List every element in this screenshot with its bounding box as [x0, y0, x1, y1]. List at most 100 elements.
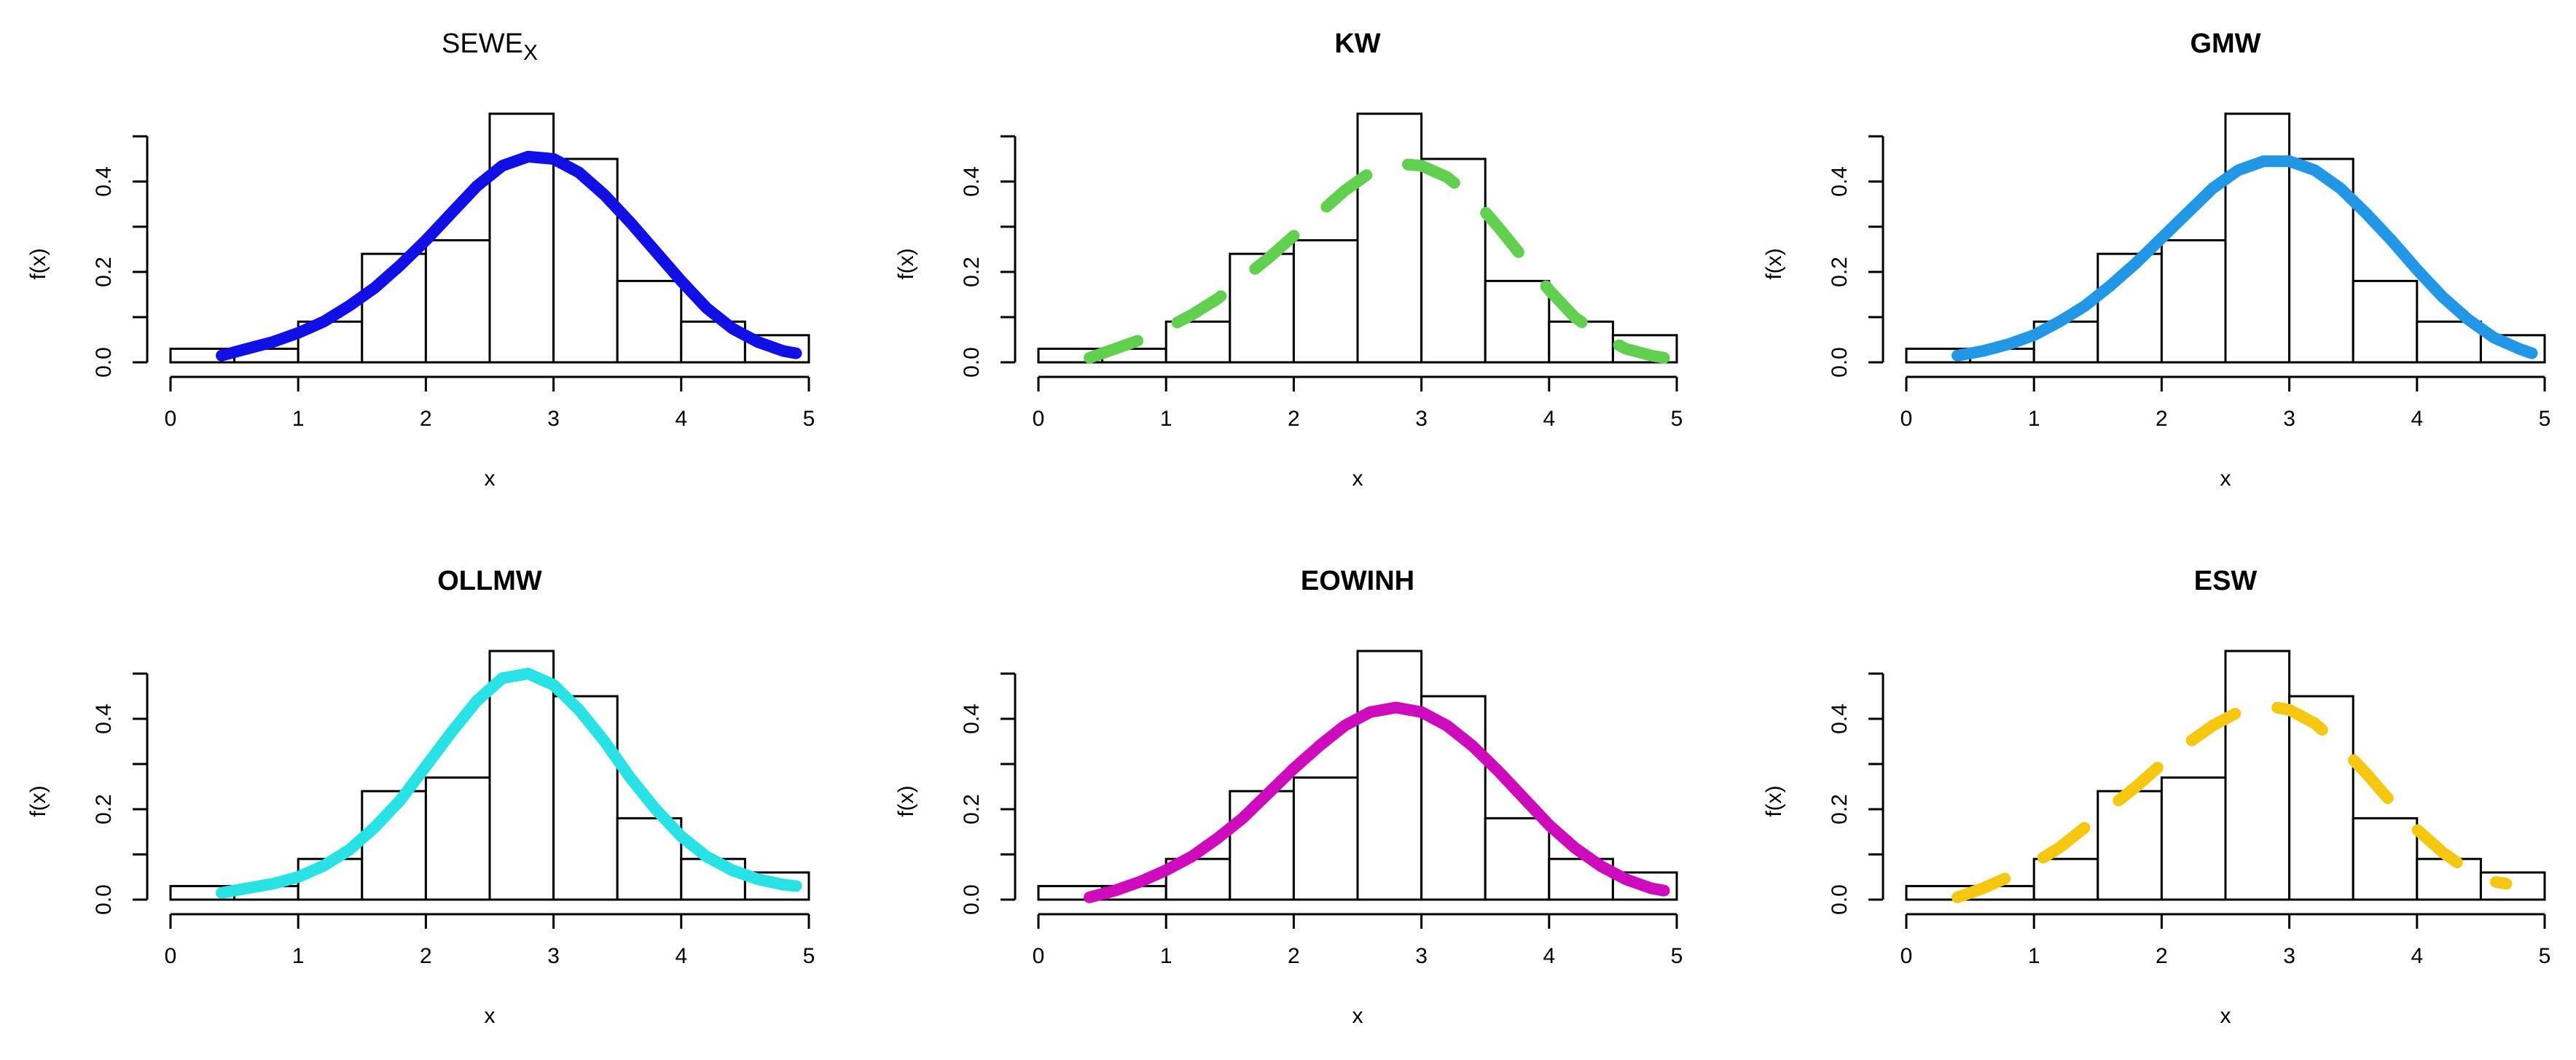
- histogram-bar: [2160, 239, 2227, 364]
- x-tick-label: 1: [2028, 407, 2040, 431]
- x-tick-label: 4: [2411, 407, 2423, 431]
- y-tick-label: 0.0: [960, 347, 984, 378]
- x-tick-label: 2: [2156, 944, 2168, 968]
- x-axis: 0 1 2 3 4 5 x: [1033, 913, 1683, 1028]
- y-tick-label: 0.2: [92, 257, 116, 287]
- x-axis-label: x: [1352, 1004, 1363, 1028]
- panel-6: ESW 0 1 2 3 4 5 x 0.0 0.2 0.4 f(x): [1762, 566, 2550, 1028]
- y-axis-label: f(x): [1762, 785, 1786, 817]
- density-curve-eowinh: [1084, 701, 1670, 903]
- histogram-bar: [1484, 817, 1551, 901]
- x-axis-label: x: [2220, 467, 2231, 491]
- x-tick-label: 3: [547, 407, 560, 431]
- panel-title: ESW: [2194, 566, 2258, 596]
- histogram-bar: [488, 650, 555, 901]
- x-tick-label: 5: [2539, 407, 2551, 431]
- histogram-bar: [424, 776, 491, 901]
- histogram-bar: [616, 279, 683, 364]
- panel-title: SEWEX: [442, 28, 538, 65]
- histogram-bar: [2224, 650, 2291, 901]
- x-axis: 0 1 2 3 4 5 x: [165, 375, 815, 491]
- histogram-bar: [2032, 857, 2099, 901]
- x-tick-label: 1: [292, 944, 305, 968]
- panel-title-main: SEWE: [442, 28, 523, 59]
- y-tick-label: 0.2: [960, 794, 984, 825]
- panel-title-main: GMW: [2190, 28, 2260, 59]
- panel-title: EOWINH: [1301, 566, 1414, 596]
- y-tick-label: 0.2: [1828, 794, 1852, 825]
- panel-5: EOWINH 0 1 2 3 4 5 x 0.0 0.2 0.4 f(x): [894, 566, 1683, 1028]
- y-tick-label: 0.2: [1828, 257, 1852, 287]
- histogram-bar: [2352, 279, 2419, 364]
- x-axis-label: x: [1352, 467, 1363, 491]
- histogram-bar: [2352, 817, 2419, 901]
- x-axis-label: x: [485, 1004, 496, 1028]
- y-tick-label: 0.2: [960, 257, 984, 287]
- panel-title: GMW: [2190, 28, 2260, 59]
- y-axis: 0.0 0.2 0.4 f(x): [1762, 135, 1884, 378]
- panel-title-main: KW: [1334, 28, 1380, 59]
- panel-title-subscript: X: [523, 41, 538, 65]
- histogram-bar: [1292, 776, 1359, 901]
- histogram-bar: [1356, 650, 1423, 901]
- x-tick-label: 1: [2028, 944, 2040, 968]
- y-axis: 0.0 0.2 0.4 f(x): [894, 135, 1017, 378]
- histogram-bar: [488, 112, 555, 364]
- x-tick-label: 4: [1543, 944, 1555, 968]
- histogram-bar: [1420, 157, 1487, 364]
- y-tick-label: 0.0: [92, 884, 116, 915]
- histogram-bar: [2416, 857, 2482, 901]
- density-curve-esw: [1951, 699, 2513, 903]
- histogram-bar: [1292, 239, 1359, 364]
- x-tick-label: 4: [675, 407, 687, 431]
- x-tick-label: 3: [1415, 407, 1428, 431]
- y-tick-label: 0.4: [92, 166, 116, 197]
- x-axis: 0 1 2 3 4 5 x: [1900, 375, 2551, 491]
- density-curve-kw: [1084, 157, 1670, 364]
- x-tick-label: 0: [165, 944, 177, 968]
- x-tick-label: 2: [420, 944, 432, 968]
- y-axis: 0.0 0.2 0.4 f(x): [26, 135, 149, 378]
- y-tick-label: 0.4: [1828, 166, 1852, 197]
- x-tick-label: 5: [2539, 944, 2551, 968]
- density-curve-ollmw: [216, 668, 802, 899]
- y-axis-label: f(x): [894, 248, 918, 279]
- panel-title-main: OLLMW: [437, 566, 542, 596]
- panel-title: OLLMW: [437, 566, 542, 596]
- x-tick-label: 1: [1160, 407, 1172, 431]
- x-tick-label: 2: [1288, 407, 1300, 431]
- panel-3: GMW 0 1 2 3 4 5 x 0.0 0.2 0.4 f(x): [1762, 28, 2550, 491]
- x-tick-label: 0: [1033, 407, 1045, 431]
- x-tick-label: 5: [1671, 944, 1683, 968]
- panel-title-main: EOWINH: [1301, 566, 1414, 596]
- x-axis: 0 1 2 3 4 5 x: [1900, 913, 2551, 1028]
- x-axis: 0 1 2 3 4 5 x: [1033, 375, 1683, 491]
- histogram-bar: [1356, 112, 1423, 364]
- y-tick-label: 0.0: [92, 347, 116, 378]
- histogram-bar: [552, 695, 619, 901]
- panel-title: KW: [1334, 28, 1380, 59]
- y-axis-label: f(x): [26, 785, 50, 817]
- x-tick-label: 4: [675, 944, 687, 968]
- y-tick-label: 0.4: [1828, 704, 1852, 734]
- x-tick-label: 0: [1900, 944, 1913, 968]
- panel-2: KW 0 1 2 3 4 5 x 0.0 0.2 0.4 f(x): [894, 28, 1683, 491]
- y-tick-label: 0.0: [960, 884, 984, 915]
- panel-4: OLLMW 0 1 2 3 4 5 x 0.0 0.2 0.4 f(x): [26, 566, 815, 1028]
- y-tick-label: 0.0: [1828, 884, 1852, 915]
- x-tick-label: 2: [2156, 407, 2168, 431]
- y-tick-label: 0.4: [960, 704, 984, 734]
- panel-title-main: ESW: [2194, 566, 2258, 596]
- x-tick-label: 3: [2283, 407, 2295, 431]
- histogram-bar: [424, 239, 491, 364]
- density-curve-sewe-x: [216, 150, 802, 362]
- histogram-bar: [2479, 871, 2546, 901]
- y-tick-label: 0.4: [960, 166, 984, 197]
- x-tick-label: 2: [420, 407, 432, 431]
- x-axis-label: x: [485, 467, 496, 491]
- y-tick-label: 0.4: [92, 704, 116, 734]
- x-tick-label: 0: [1033, 944, 1045, 968]
- histogram-bar: [1164, 320, 1232, 364]
- x-axis-label: x: [2220, 1004, 2231, 1028]
